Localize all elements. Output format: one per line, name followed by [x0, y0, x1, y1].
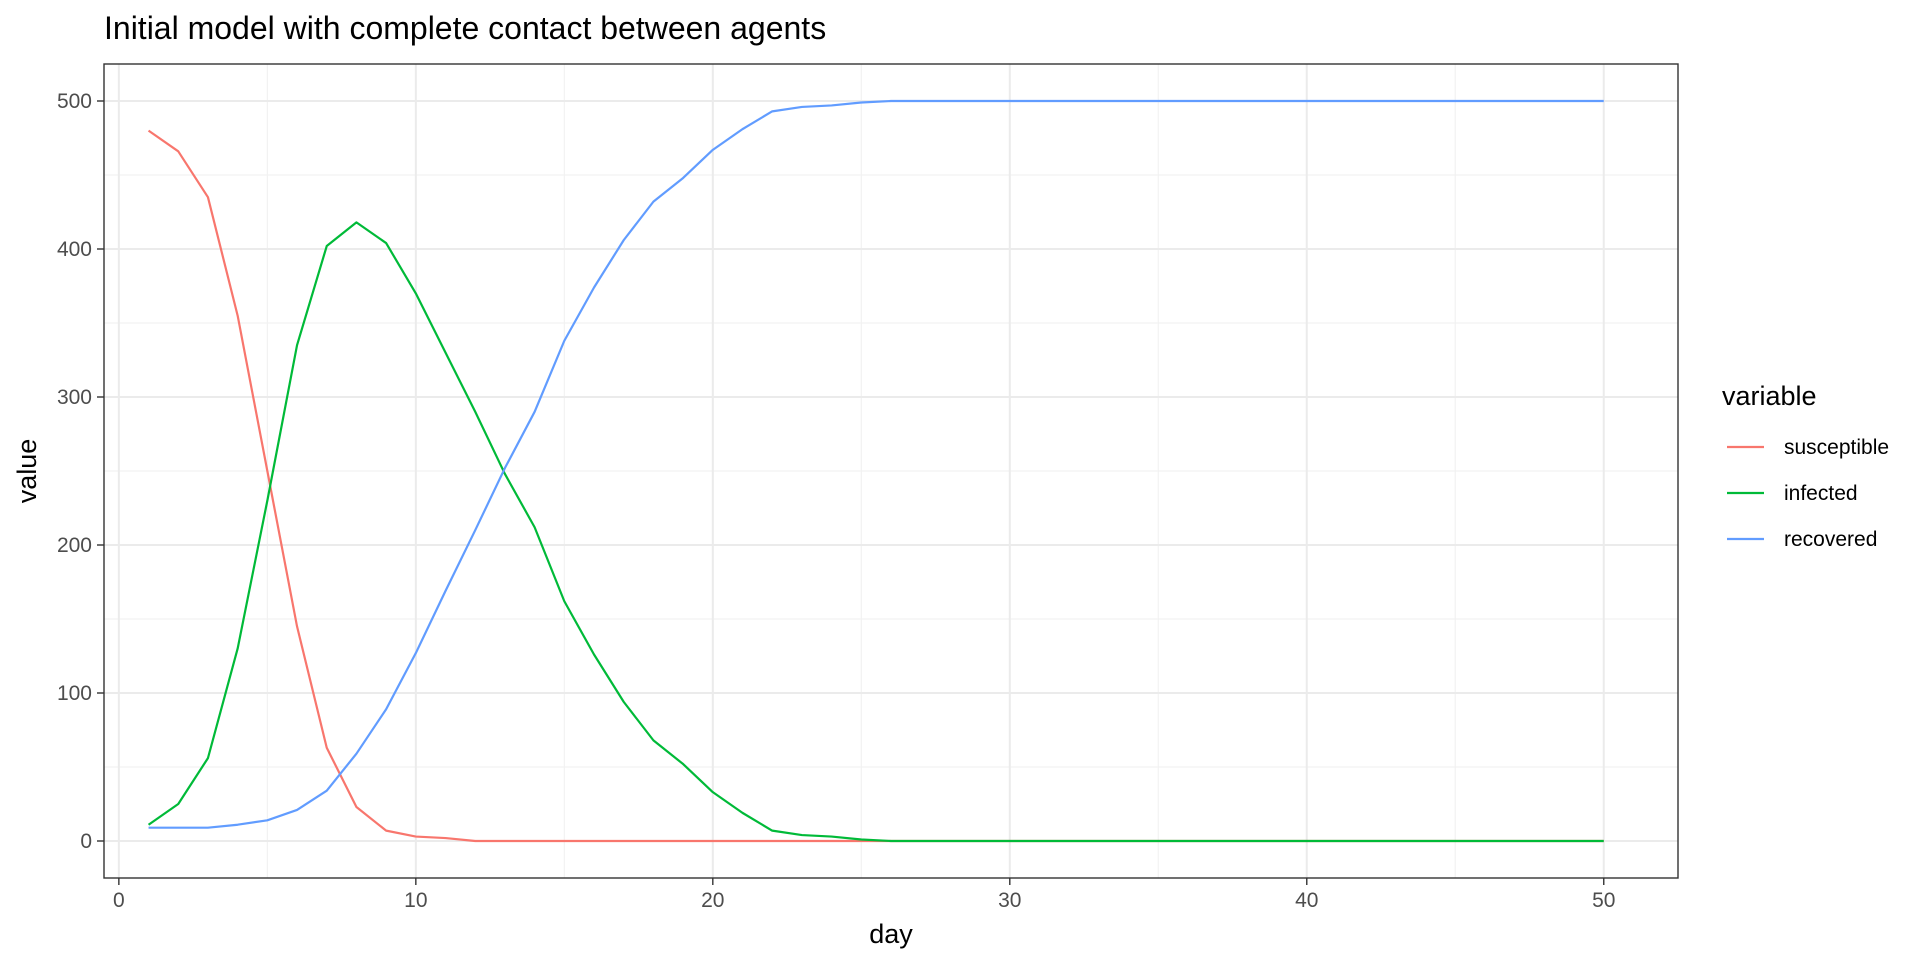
- series-line-infected: [147, 221, 1604, 843]
- legend-title: variable: [1722, 381, 1817, 411]
- series-line-recovered: [148, 99, 1604, 829]
- series-lines: [147, 99, 1604, 843]
- legend-label-infected: infected: [1784, 482, 1858, 505]
- panel-border: [103, 63, 1679, 879]
- x-tick-label: 10: [404, 889, 427, 912]
- series-line-susceptible: [147, 129, 1604, 843]
- x-tick-label: 20: [701, 889, 724, 912]
- y-tick-label: 400: [57, 238, 92, 261]
- x-tick-label: 30: [998, 889, 1021, 912]
- y-tick-label: 100: [57, 682, 92, 705]
- minor-gridlines: [104, 64, 1678, 878]
- y-tick-label: 200: [57, 534, 92, 557]
- y-axis-title: value: [12, 439, 42, 504]
- chart-title: Initial model with complete contact betw…: [104, 10, 826, 46]
- y-tick-label: 0: [80, 830, 92, 853]
- legend-label-susceptible: susceptible: [1784, 436, 1889, 459]
- y-axis: 0 100 200 300 400 500: [57, 90, 104, 853]
- y-tick-label: 300: [57, 386, 92, 409]
- x-tick-label: 50: [1592, 889, 1615, 912]
- legend-label-recovered: recovered: [1784, 528, 1877, 551]
- legend: variable susceptible infected recovered: [1722, 381, 1889, 551]
- x-axis: 0 10 20 30 40 50: [113, 878, 1615, 912]
- legend-items: susceptible infected recovered: [1727, 436, 1889, 551]
- x-axis-title: day: [869, 919, 913, 949]
- x-tick-label: 40: [1295, 889, 1318, 912]
- y-tick-label: 500: [57, 90, 92, 113]
- x-tick-label: 0: [113, 889, 125, 912]
- plot-panel: [103, 63, 1679, 879]
